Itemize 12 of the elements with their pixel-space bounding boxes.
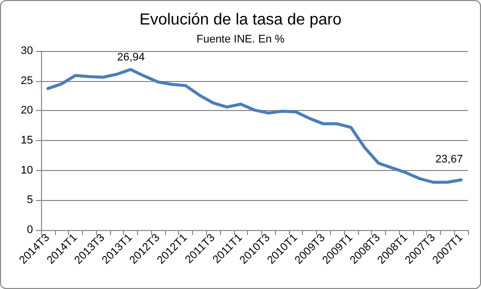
chart-subtitle: Fuente INE. En % <box>196 34 285 46</box>
y-tick-label: 0 <box>26 224 33 236</box>
y-tick-label: 25 <box>20 74 33 87</box>
annotation: 26,94 <box>117 51 145 64</box>
chart-title: Evolución de la tasa de paro <box>140 12 342 28</box>
y-tick-label: 10 <box>20 164 33 176</box>
y-tick-label: 15 <box>20 134 33 146</box>
line-series <box>46 68 463 184</box>
y-tick-label: 30 <box>20 45 33 57</box>
annotation: 23,67 <box>435 153 463 166</box>
y-tick-label: 20 <box>20 104 33 117</box>
y-tick-label: 5 <box>26 194 33 206</box>
